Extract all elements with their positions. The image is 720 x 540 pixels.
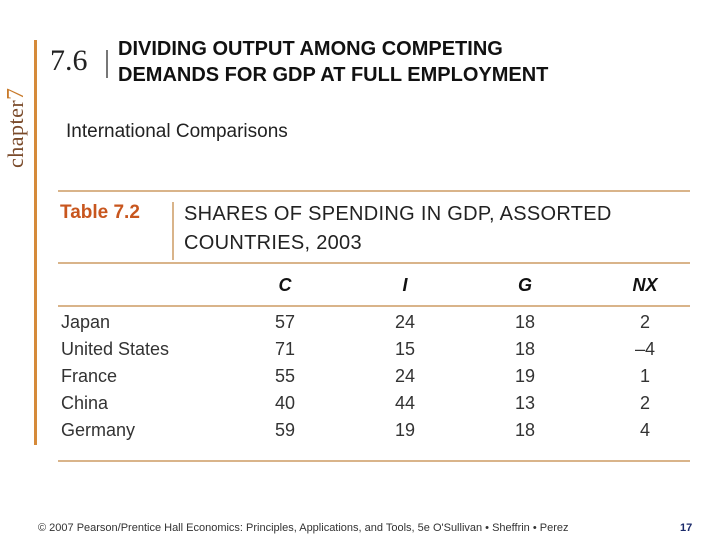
page-number: 17 <box>680 522 693 534</box>
cell-c: 57 <box>274 312 296 332</box>
cell-c: 71 <box>274 339 296 359</box>
column-header-g: G <box>517 275 532 295</box>
cell-nx: 2 <box>639 312 650 332</box>
table-row: China 40 44 13 2 <box>58 393 690 420</box>
column-header-nx: NX <box>632 275 658 295</box>
cell-c: 59 <box>274 420 296 440</box>
cell-i: 24 <box>394 312 416 332</box>
slide-subtitle: International Comparisons <box>66 121 288 142</box>
table-caption: SHARES OF SPENDING IN GDP, ASSORTED COUN… <box>184 200 684 258</box>
row-country: Germany <box>61 420 136 440</box>
column-header-c: C <box>278 275 292 295</box>
section-number: 7.6 <box>50 44 88 77</box>
cell-nx: 4 <box>639 420 650 440</box>
row-country: United States <box>61 339 170 359</box>
cell-c: 40 <box>274 393 296 413</box>
chapter-number: 7 <box>3 87 29 100</box>
cell-g: 18 <box>514 420 536 440</box>
caption-divider <box>172 202 174 260</box>
chapter-word: chapter <box>3 99 28 168</box>
cell-nx: 1 <box>639 366 650 386</box>
cell-g: 18 <box>514 312 536 332</box>
table-row: Japan 57 24 18 2 <box>58 312 690 339</box>
row-country: France <box>61 366 118 386</box>
cell-nx: –4 <box>634 339 656 359</box>
cell-c: 55 <box>274 366 296 386</box>
table-row: United States 71 15 18 –4 <box>58 339 690 366</box>
section-title-line1: DIVIDING OUTPUT AMONG COMPETING <box>118 38 503 60</box>
row-country: Japan <box>61 312 111 332</box>
cell-g: 18 <box>514 339 536 359</box>
side-accent-bar <box>34 40 37 445</box>
table-label: Table 7.2 <box>60 202 140 223</box>
table-caption-line2: COUNTRIES, 2003 <box>184 232 362 254</box>
cell-g: 19 <box>514 366 536 386</box>
table-top-rule <box>58 190 690 192</box>
cell-g: 13 <box>514 393 536 413</box>
table-caption-line1: SHARES OF SPENDING IN GDP, ASSORTED <box>184 203 612 225</box>
header-bottom-rule <box>58 305 690 307</box>
cell-i: 15 <box>394 339 416 359</box>
section-divider <box>106 50 108 78</box>
slide-footer: © 2007 Pearson/Prentice Hall Economics: … <box>38 522 569 534</box>
cell-i: 24 <box>394 366 416 386</box>
row-country: China <box>61 393 109 413</box>
column-header-i: I <box>402 275 408 295</box>
section-title-line2: DEMANDS FOR GDP AT FULL EMPLOYMENT <box>118 64 549 86</box>
cell-i: 19 <box>394 420 416 440</box>
table-bottom-rule <box>58 460 690 462</box>
cell-i: 44 <box>394 393 416 413</box>
spending-shares-table: Table 7.2 SHARES OF SPENDING IN GDP, ASS… <box>58 190 690 462</box>
chapter-label: chapter 7 <box>2 58 30 168</box>
caption-bottom-rule <box>58 262 690 264</box>
section-title: DIVIDING OUTPUT AMONG COMPETING DEMANDS … <box>118 36 678 88</box>
cell-nx: 2 <box>639 393 650 413</box>
table-row: France 55 24 19 1 <box>58 366 690 393</box>
table-row: Germany 59 19 18 4 <box>58 420 690 447</box>
